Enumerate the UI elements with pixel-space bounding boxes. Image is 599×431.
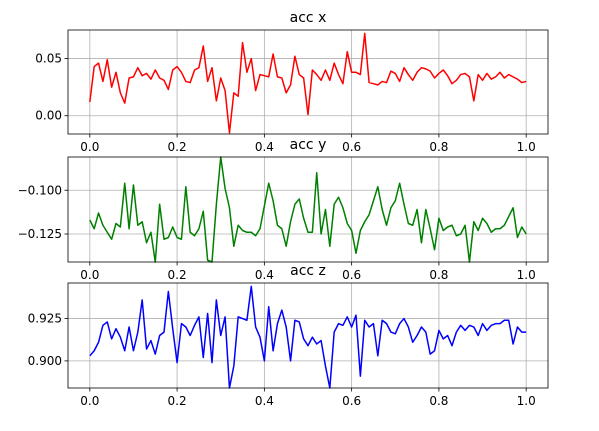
y-tick-label: −0.100: [18, 183, 62, 197]
axes-frame: [67, 282, 549, 389]
x-tick-label: 0.6: [342, 268, 361, 282]
x-tick-label: 0.0: [80, 394, 99, 408]
x-tick-label: 0.8: [429, 394, 448, 408]
x-tick-label: 0.8: [429, 140, 448, 154]
x-tick-label: 0.4: [255, 140, 274, 154]
x-tick-label: 0.2: [168, 268, 187, 282]
x-tick-label: 0.0: [80, 140, 99, 154]
x-tick-label: 0.2: [168, 140, 187, 154]
x-tick-label: 0.2: [168, 394, 187, 408]
y-tick-label: 0.00: [35, 109, 62, 123]
chart-title: acc y: [290, 137, 327, 153]
x-tick-label: 1.0: [517, 140, 536, 154]
y-tick-label: 0.925: [28, 312, 62, 326]
x-tick-label: 0.8: [429, 268, 448, 282]
axes-frame: [67, 29, 549, 135]
chart-title: acc z: [290, 263, 326, 279]
chart-title: acc x: [290, 10, 327, 26]
x-tick-label: 0.4: [255, 268, 274, 282]
y-tick-label: 0.05: [35, 52, 62, 66]
x-tick-label: 0.0: [80, 268, 99, 282]
axes-frame: [67, 156, 549, 263]
x-tick-label: 0.4: [255, 394, 274, 408]
subplot-1: 0.0 0.2 0.4 0.6 0.8 1.0 0.00 0.05 acc x: [35, 10, 549, 154]
series-line: [89, 32, 527, 134]
x-tick-label: 0.6: [342, 140, 361, 154]
y-tick-label: 0.900: [28, 354, 62, 368]
x-tick-label: 1.0: [517, 394, 536, 408]
y-tick-label: −0.125: [18, 227, 62, 241]
series-line: [89, 156, 527, 263]
subplot-2: 0.0 0.2 0.4 0.6 0.8 1.0 −0.125 −0.100 acc y: [18, 137, 549, 282]
x-tick-label: 1.0: [517, 268, 536, 282]
series-line: [89, 285, 527, 389]
subplot-3: 0.0 0.2 0.4 0.6 0.8 1.0 0.900 0.925 acc z: [28, 263, 549, 408]
x-tick-label: 0.6: [342, 394, 361, 408]
